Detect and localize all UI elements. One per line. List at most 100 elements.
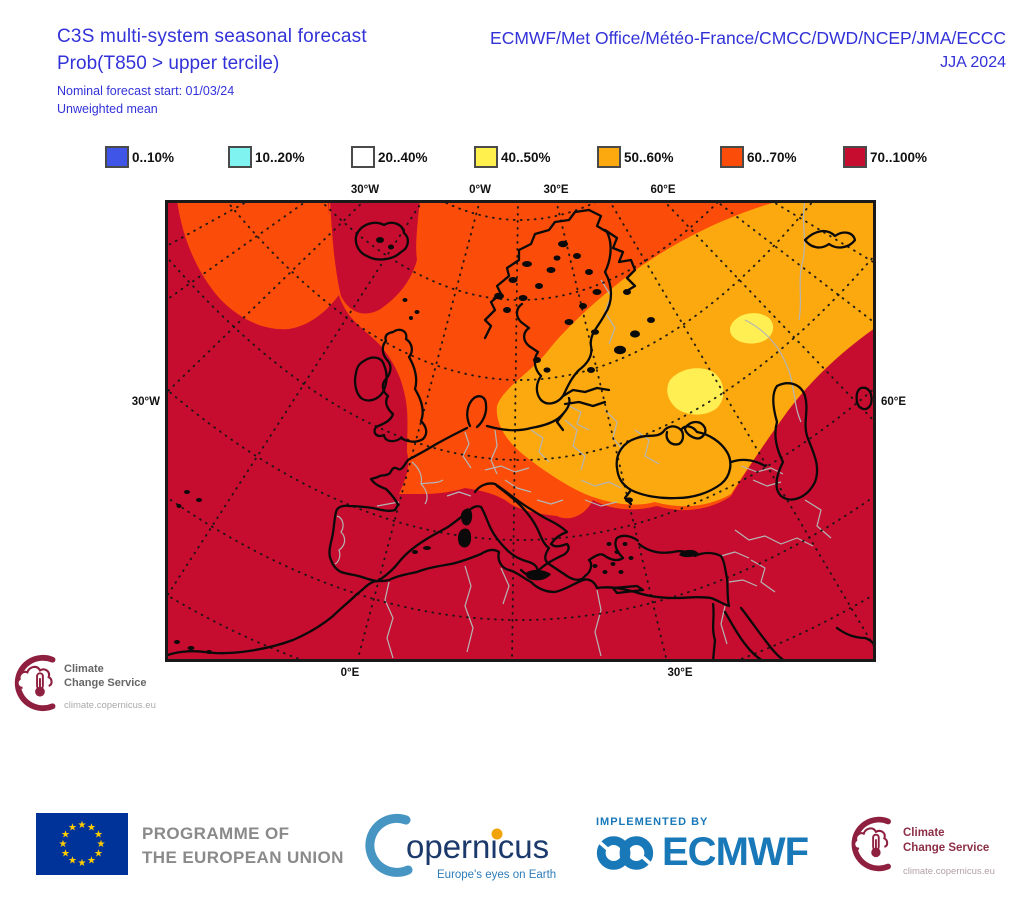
svg-text:★: ★ [97,839,106,850]
axis-label-top-60e: 60°E [650,184,676,196]
coast-ireland [353,356,388,402]
eu-programme-text: PROGRAMME OF THE EUROPEAN UNION [142,822,344,870]
map-svg [163,199,877,701]
axis-label-left-30w: 30°W [131,396,160,408]
page-title: C3S multi-system seasonal forecast [57,26,367,47]
copernicus-i-dot [491,828,503,840]
forecast-map [163,199,877,701]
eu-programme-line-2: THE EUROPEAN UNION [142,848,344,867]
legend-label: 50..60% [624,149,674,165]
legend-swatch [720,146,744,168]
axis-label-top-0w: 0°W [469,184,491,196]
region-50-60 [496,200,875,507]
svg-text:★: ★ [87,823,96,834]
ecmwf-logo: ECMWF [594,830,809,875]
season-label: JJA 2024 [940,54,1006,71]
coast-anatolia-africa [163,542,731,658]
coast-caspian [772,382,819,501]
map-frame [165,200,876,662]
c3s-footer-logo: Climate Change Service climate.copernicu… [845,812,1020,884]
coast-arctic-russia [803,229,857,249]
legend-item: 20..40% [351,146,474,168]
c3s-footer-name-1: Climate [903,827,945,839]
island-sicily [525,569,551,581]
svg-text:★: ★ [68,856,77,867]
coast-iceland [354,221,409,261]
coast-denmark [466,395,488,429]
legend-swatch [228,146,252,168]
legend-item: 10..20% [228,146,351,168]
region-70-100-tongue [330,200,420,314]
c3s-badge-name-1: Climate [64,663,104,675]
region-40-50-patch-2 [729,313,774,344]
coast-crete [611,584,645,595]
svg-text:★: ★ [78,820,87,831]
islands-lakes [174,237,699,654]
svg-text:★: ★ [94,830,103,841]
coast-crimea-azov [665,420,707,446]
legend-swatch [105,146,129,168]
axis-label-bottom-0e: 0°E [340,667,360,679]
coast-great-britain [373,328,428,443]
c3s-footer-name-2: Change Service [903,842,990,854]
legend-item: 70..100% [843,146,966,168]
legend-label: 0..10% [132,149,175,165]
coast-adriatic-greece [495,484,639,581]
method-note: Unweighted mean [57,102,158,116]
c3s-footer-logo-icon [851,816,891,872]
coast-west-europe [328,426,483,583]
eu-flag: ★ ★★ ★★★ ★★★ ★★★ [36,813,128,875]
coast-aral [855,386,873,411]
legend-swatch [843,146,867,168]
svg-text:★: ★ [68,823,77,834]
institutions-list: ECMWF/Met Office/Météo-France/CMCC/DWD/N… [490,28,1006,48]
copernicus-logo: opernicus Europe's eyes on Earth [365,813,556,881]
c3s-logo-icon [14,654,56,712]
page-subtitle: Prob(T850 > upper tercile) [57,53,280,74]
c3s-footer-url: climate.copernicus.eu [903,866,995,877]
c3s-badge-url: climate.copernicus.eu [64,700,156,711]
svg-text:★: ★ [78,858,87,869]
coast-white-sea [603,228,637,294]
legend-label: 70..100% [870,149,928,165]
copernicus-tagline: Europe's eyes on Earth [437,869,556,881]
island-sardinia [457,528,472,548]
coast-caucasus [729,458,767,468]
forecast-start-note: Nominal forecast start: 01/03/24 [57,84,235,98]
legend-item: 60..70% [720,146,843,168]
region-70-100-left-strip [165,200,193,290]
legend-label: 40..50% [501,149,551,165]
region-40-50-patch-1 [667,368,724,415]
graticule [164,199,876,701]
legend-swatch [351,146,375,168]
coast-red-sea [711,602,787,664]
legend-swatch [597,146,621,168]
axis-label-top-30e: 30°E [543,184,569,196]
coast-baltic-south [485,396,571,432]
probability-legend: 0..10% 10..20% 20..40% 40..50% 50..60% 6… [105,146,966,168]
axis-label-right-60e: 60°E [881,396,907,408]
island-cyprus [679,549,699,558]
copernicus-name: opernicus [406,828,549,865]
ecmwf-logo-icon [596,835,654,870]
legend-item: 40..50% [474,146,597,168]
country-borders [334,199,832,659]
svg-text:★: ★ [94,849,103,860]
legend-label: 10..20% [255,149,305,165]
implemented-by-label: IMPLEMENTED BY [596,816,709,828]
svg-text:★: ★ [59,839,68,850]
c3s-badge: Climate Change Service climate.copernicu… [8,650,178,722]
svg-text:★: ★ [87,856,96,867]
region-60-70-nw-blob [177,200,341,330]
svg-text:★: ★ [61,849,70,860]
axis-label-top-30w: 30°W [350,184,380,196]
ecmwf-name: ECMWF [662,830,809,874]
legend-label: 20..40% [378,149,428,165]
svg-text:★: ★ [61,830,70,841]
legend-item: 0..10% [105,146,228,168]
island-corsica [460,508,473,526]
legend-item: 50..60% [597,146,720,168]
coast-black-sea [615,425,732,500]
legend-label: 60..70% [747,149,797,165]
